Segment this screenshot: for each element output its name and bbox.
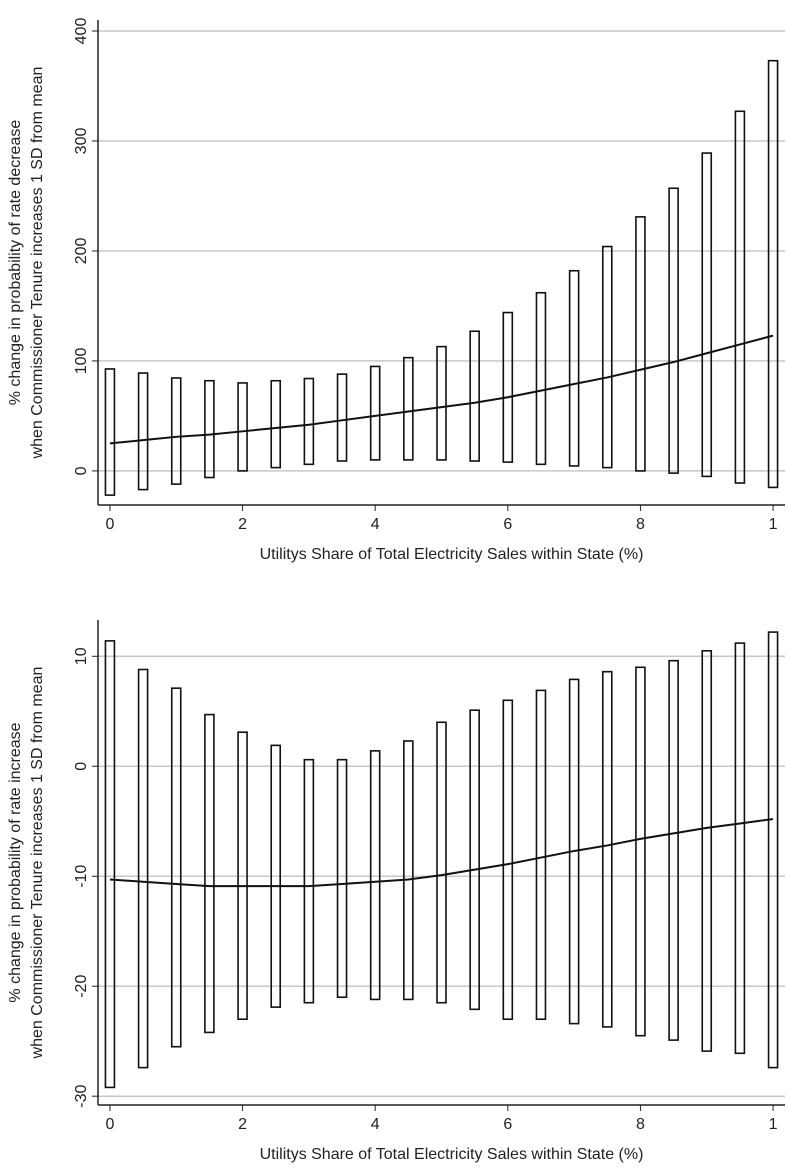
interval-bar	[104, 368, 116, 496]
interval-bar	[734, 110, 746, 484]
x-tick-label: 6	[503, 516, 512, 533]
interval-bar	[469, 330, 480, 462]
y-tick-label: 10	[73, 647, 90, 665]
interval-bar	[303, 758, 315, 1004]
interval-bar	[403, 740, 414, 1001]
interval-bar	[601, 245, 613, 469]
interval-bar	[336, 373, 348, 462]
interval-bar	[535, 291, 547, 466]
interval-bar	[170, 377, 182, 485]
interval-bar	[568, 269, 580, 467]
interval-bar	[436, 721, 447, 1004]
interval-bar	[502, 311, 514, 463]
y-tick-label: -10	[73, 865, 90, 888]
interval-bar	[635, 666, 646, 1037]
y-tick-label: 0	[73, 762, 90, 771]
interval-bar	[403, 356, 414, 461]
interval-bar	[767, 631, 779, 1069]
interval-bar	[204, 713, 215, 1034]
interval-bar	[137, 372, 149, 491]
x-tick-label: 8	[636, 1116, 645, 1133]
interval-bar	[369, 365, 381, 461]
y-tick-label: 300	[73, 128, 90, 155]
interval-bar	[767, 59, 779, 489]
y-tick-label: 100	[73, 347, 90, 374]
y-axis-label: when Commissioner Tenure increases 1 SD …	[29, 667, 46, 1060]
y-tick-label: 200	[73, 238, 90, 265]
x-tick-label: 0	[105, 516, 114, 533]
interval-bar	[436, 345, 447, 461]
x-tick-label: 1	[769, 1116, 778, 1133]
x-tick-label: 1	[769, 516, 778, 533]
interval-bar	[469, 709, 480, 1011]
interval-bar	[369, 750, 381, 1001]
y-tick-label: -30	[73, 1085, 90, 1108]
x-tick-label: 4	[371, 516, 380, 533]
interval-bar	[270, 744, 282, 1008]
interval-bar	[237, 731, 248, 1021]
interval-bar	[336, 758, 348, 999]
interval-bar	[170, 687, 182, 1048]
interval-bar	[601, 670, 613, 1028]
interval-bar	[734, 642, 746, 1055]
y-axis-label: when Commissioner Tenure increases 1 SD …	[29, 67, 46, 460]
y-tick-label: -20	[73, 975, 90, 998]
interval-bar	[701, 649, 713, 1052]
x-axis-label: Utilitys Share of Total Electricity Sale…	[260, 546, 644, 563]
interval-bar	[270, 379, 282, 469]
interval-bar	[668, 187, 679, 474]
y-tick-label: 0	[73, 466, 90, 475]
interval-bar	[204, 379, 215, 479]
x-tick-label: 8	[636, 516, 645, 533]
estimate-line	[109, 818, 774, 888]
interval-bar	[104, 640, 116, 1089]
interval-bar	[668, 659, 679, 1041]
interval-bar	[635, 216, 646, 472]
estimate-line	[109, 334, 774, 445]
interval-bar	[502, 699, 514, 1021]
interval-bar	[303, 377, 315, 466]
y-axis-label: % change in probability of rate increase	[7, 722, 24, 1002]
x-axis-label: Utilitys Share of Total Electricity Sale…	[260, 1146, 644, 1163]
interval-bar	[701, 152, 713, 478]
interval-bar	[237, 382, 248, 472]
interval-bar	[535, 689, 547, 1021]
x-tick-label: 2	[238, 1116, 247, 1133]
x-tick-label: 2	[238, 516, 247, 533]
x-tick-label: 6	[503, 1116, 512, 1133]
x-tick-label: 4	[371, 1116, 380, 1133]
x-tick-label: 0	[105, 1116, 114, 1133]
y-tick-label: 400	[73, 18, 90, 45]
interval-bar	[137, 668, 149, 1069]
y-axis-label: % change in probability of rate decrease	[7, 120, 24, 406]
